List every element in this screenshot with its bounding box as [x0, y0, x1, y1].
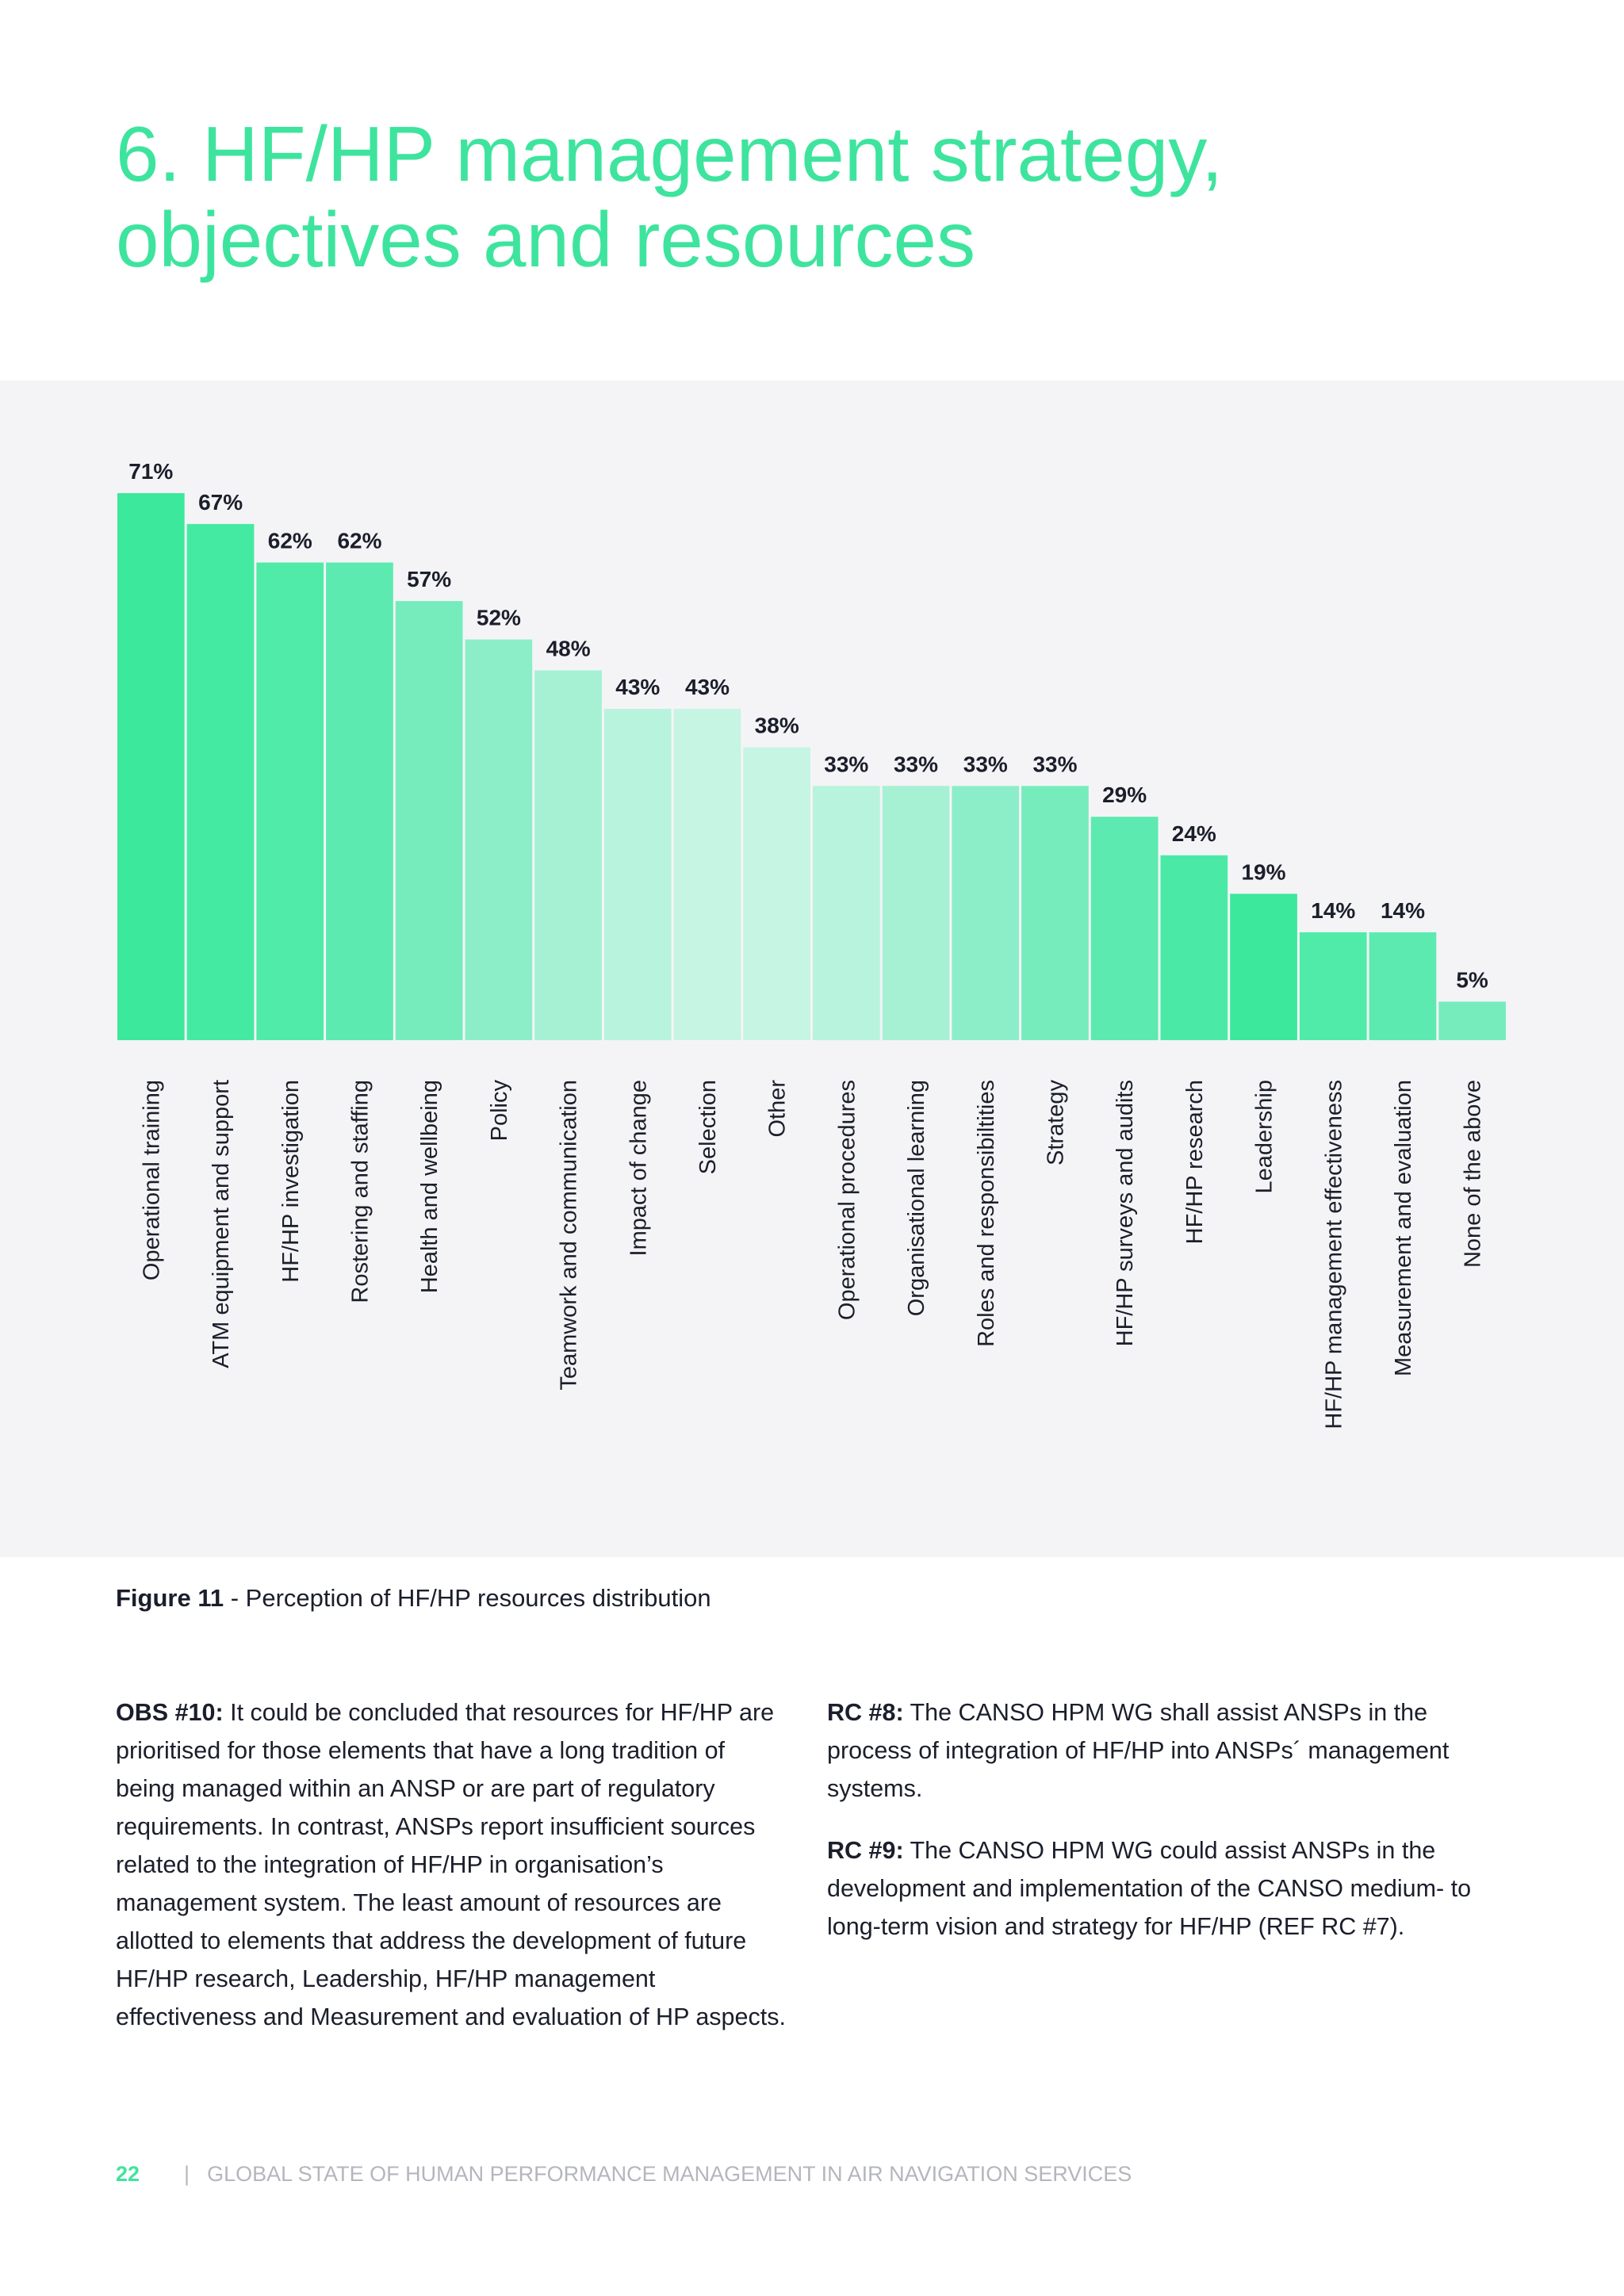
publication-title: GLOBAL STATE OF HUMAN PERFORMANCE MANAGE… [207, 2162, 1132, 2186]
bar-value-label: 52% [477, 606, 521, 630]
bar-3 [256, 562, 324, 1040]
bar-value-label: 5% [1456, 967, 1488, 992]
category-label: Other [765, 1080, 791, 1138]
bar-20 [1438, 1001, 1506, 1040]
recommendation-9-text: The CANSO HPM WG could assist ANSPs in t… [827, 1837, 1472, 1940]
recommendation-9-label: RC #9: [827, 1837, 904, 1864]
recommendation-8-text: The CANSO HPM WG shall assist ANSPs in t… [827, 1699, 1450, 1802]
bar-value-label: 67% [198, 490, 243, 515]
category-label: ATM equipment and support [209, 1080, 234, 1368]
observation-text: It could be concluded that resources for… [116, 1699, 786, 2030]
bar-11 [813, 786, 880, 1040]
observation-label: OBS #10: [116, 1699, 224, 1726]
category-label: HF/HP investigation [278, 1080, 304, 1283]
bar-16 [1160, 855, 1228, 1040]
bar-6 [465, 639, 533, 1040]
bar-2 [186, 523, 255, 1040]
bar-18 [1299, 932, 1367, 1040]
category-label: Teamwork and communication [557, 1080, 582, 1391]
category-label: HF/HP surveys and audits [1113, 1080, 1138, 1346]
bar-value-label: 33% [1032, 752, 1077, 776]
bar-17 [1230, 894, 1297, 1040]
bar-value-label: 14% [1311, 898, 1355, 923]
bar-value-label: 24% [1172, 821, 1216, 846]
category-label: Policy [487, 1080, 512, 1142]
bar-value-label: 38% [755, 714, 799, 738]
bar-5 [395, 601, 463, 1040]
page-number: 22 [116, 2162, 140, 2186]
bar-value-label: 48% [546, 637, 591, 661]
category-label: Health and wellbeing [417, 1080, 442, 1293]
category-label: Rostering and staffing [348, 1080, 373, 1303]
bar-value-label: 43% [685, 675, 730, 699]
title-line-2: objectives and resources [116, 196, 976, 283]
bar-4 [326, 562, 393, 1040]
category-label: None of the above [1461, 1080, 1486, 1268]
bar-value-label: 14% [1381, 898, 1425, 923]
figure-label: Figure 11 [116, 1584, 224, 1612]
footer-separator: | [184, 2162, 190, 2186]
recommendation-8-label: RC #8: [827, 1699, 904, 1726]
title-line-1: 6. HF/HP management strategy, [116, 110, 1224, 197]
bar-13 [952, 786, 1020, 1040]
category-label: Operational training [139, 1080, 164, 1280]
category-label: Operational procedures [834, 1080, 860, 1320]
bar-value-label: 71% [128, 459, 173, 484]
bar-14 [1021, 786, 1089, 1040]
category-label: HF/HP management effectiveness [1321, 1080, 1346, 1429]
figure-separator: - [224, 1584, 246, 1612]
bar-value-label: 33% [824, 752, 868, 776]
bar-7 [534, 670, 602, 1040]
page-footer: 22 | GLOBAL STATE OF HUMAN PERFORMANCE MAN… [116, 2158, 1132, 2190]
bar-value-label: 33% [963, 752, 1008, 776]
bar-value-label: 19% [1241, 859, 1285, 884]
recommendations-column: RC #8: The CANSO HPM WG shall assist ANS… [827, 1693, 1485, 1969]
observation-paragraph: OBS #10: It could be concluded that reso… [116, 1693, 790, 2036]
category-label: Measurement and evaluation [1391, 1080, 1416, 1376]
recommendation-9: RC #9: The CANSO HPM WG could assist ANS… [827, 1831, 1485, 1946]
bar-15 [1090, 817, 1159, 1040]
bar-value-label: 33% [894, 752, 938, 776]
figure-caption: Figure 11 - Perception of HF/HP resource… [116, 1582, 711, 1614]
recommendation-8: RC #8: The CANSO HPM WG shall assist ANS… [827, 1693, 1485, 1808]
bar-10 [743, 747, 810, 1040]
bar-12 [882, 786, 950, 1040]
bar-value-label: 43% [615, 675, 660, 699]
bar-value-label: 62% [268, 529, 312, 553]
bar-9 [673, 709, 741, 1040]
category-label: HF/HP research [1182, 1080, 1208, 1244]
bar-value-label: 62% [337, 529, 381, 553]
bar-19 [1369, 932, 1437, 1040]
category-label: Impact of change [626, 1080, 651, 1256]
category-label: Strategy [1044, 1080, 1069, 1165]
page-title: 6. HF/HP management strategy, objectives… [116, 111, 1511, 282]
bar-1 [117, 493, 185, 1040]
bar-8 [603, 709, 672, 1040]
bar-value-label: 29% [1102, 783, 1147, 807]
category-label: Roles and responsibiltities [974, 1080, 999, 1347]
observation-column: OBS #10: It could be concluded that reso… [116, 1693, 790, 2060]
category-label: Selection [695, 1080, 721, 1174]
chart-panel: 71% Operational training 67% ATM equipment … [0, 381, 1624, 1557]
bar-value-label: 57% [407, 567, 451, 591]
category-label: Leadership [1252, 1080, 1277, 1194]
bar-chart: 71% Operational training 67% ATM equipment … [117, 459, 1506, 1429]
figure-caption-text: Perception of HF/HP resources distributi… [245, 1584, 711, 1612]
category-label: Organisational learning [904, 1080, 929, 1316]
